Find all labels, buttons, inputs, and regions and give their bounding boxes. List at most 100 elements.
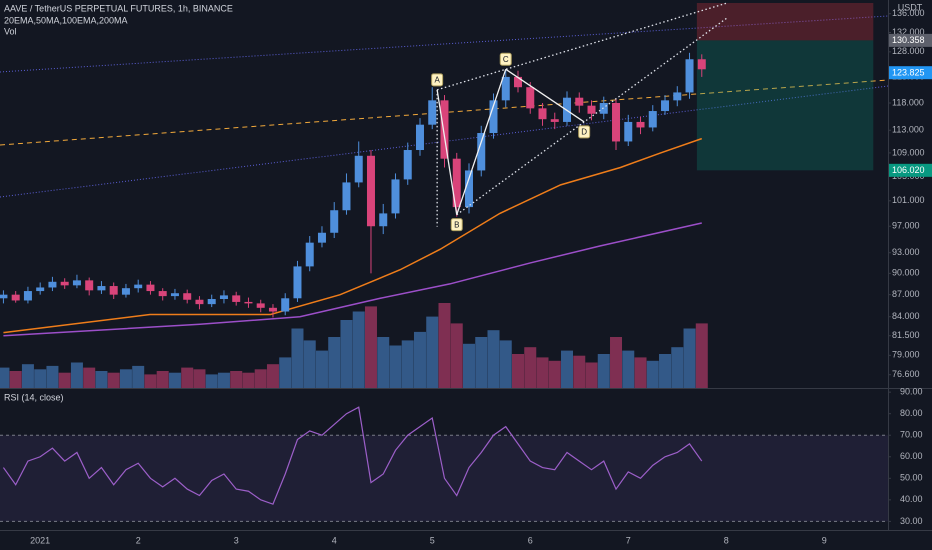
- candle-body: [134, 284, 143, 289]
- candle-body: [501, 76, 510, 101]
- candle-body: [403, 150, 412, 180]
- indicator-label: 20EMA,50MA,100EMA,200MA: [4, 15, 128, 25]
- candle-body: [587, 105, 596, 114]
- y-tick-label: 70.00: [900, 430, 923, 440]
- candle-body: [244, 301, 253, 304]
- y-tick-label: 80.00: [900, 408, 923, 418]
- volume-bar: [328, 337, 341, 388]
- volume-bar: [536, 357, 549, 388]
- y-tick-label: 87.000: [892, 289, 920, 299]
- volume-bar: [119, 369, 132, 388]
- candle-body: [575, 97, 584, 106]
- volume-bar: [610, 337, 623, 388]
- volume-bar: [34, 369, 47, 388]
- volume-bar: [9, 371, 22, 388]
- candle-body: [415, 124, 424, 151]
- volume-bar: [46, 365, 59, 388]
- volume-bar: [450, 323, 463, 388]
- volume-bar: [193, 369, 206, 388]
- volume-bar: [389, 345, 402, 388]
- pattern-point: [499, 52, 512, 66]
- candle-body: [121, 288, 130, 295]
- rsi-title: RSI (14, close): [4, 392, 64, 402]
- candle-body: [514, 76, 522, 88]
- candle-body: [293, 266, 302, 299]
- y-tick-label: 90.00: [900, 387, 923, 397]
- volume-bar: [217, 372, 230, 388]
- volume-bar: [683, 328, 696, 388]
- y-tick-label: 93.000: [892, 247, 920, 257]
- y-tick-label: 79.000: [892, 350, 920, 360]
- price-label-box: [889, 33, 932, 47]
- candle-body: [72, 280, 81, 286]
- volume-bar: [144, 374, 157, 388]
- candle-body: [685, 59, 694, 93]
- volume-bar: [597, 354, 610, 388]
- candle-body: [146, 284, 155, 292]
- volume-bar: [438, 303, 451, 388]
- candle-body: [36, 287, 45, 292]
- candle-body: [281, 298, 290, 312]
- candle-body: [11, 294, 20, 301]
- candle-body: [673, 92, 682, 101]
- candle-body: [428, 100, 437, 125]
- candle-body: [317, 232, 326, 243]
- pattern-label: C: [503, 55, 509, 64]
- candle-body: [158, 291, 167, 297]
- volume-bar: [107, 372, 120, 388]
- candle-body: [452, 158, 461, 208]
- candle-body: [550, 119, 559, 122]
- y-tick-label: 132.000: [892, 27, 925, 37]
- stop-zone: [696, 3, 874, 41]
- candle-body: [538, 108, 547, 120]
- moving-average: [3, 137, 703, 334]
- volume-bar: [205, 374, 218, 388]
- candle-body: [60, 281, 69, 286]
- volume-bar: [291, 328, 304, 388]
- volume-bar: [254, 369, 267, 388]
- y-tick-label: 109.000: [892, 147, 925, 157]
- candle-body: [256, 303, 265, 308]
- candle-body: [648, 111, 657, 128]
- candle-body: [48, 281, 57, 288]
- candle-body: [379, 213, 388, 227]
- volume-bar: [487, 330, 500, 388]
- candle-body: [624, 121, 633, 142]
- volume-bar: [352, 311, 365, 388]
- volume-label: Vol: [4, 26, 17, 36]
- pattern-line: [456, 69, 507, 215]
- x-tick-label: 6: [528, 535, 533, 545]
- volume-bar: [512, 354, 524, 388]
- x-tick-label: 3: [234, 535, 239, 545]
- volume-bar: [413, 331, 426, 388]
- pattern-line: [505, 68, 585, 123]
- chart-title: AAVE / TetherUS PERPETUAL FUTURES, 1h, B…: [4, 3, 233, 13]
- candle-body: [109, 286, 118, 295]
- candle-body: [342, 182, 351, 211]
- volume-bar: [401, 340, 414, 388]
- y-tick-label: 81.500: [892, 330, 920, 340]
- volume-bar: [70, 362, 83, 388]
- volume-bar: [524, 347, 537, 388]
- pattern-label: A: [434, 75, 440, 84]
- volume-bar: [695, 323, 708, 388]
- volume-bar: [548, 360, 561, 388]
- volume-bar: [230, 371, 243, 388]
- price-label: 106.020: [892, 165, 925, 175]
- volume-bar: [671, 347, 684, 388]
- candle-body: [440, 100, 449, 159]
- y-tick-label: 118.000: [892, 97, 924, 107]
- volume-bar: [659, 354, 672, 388]
- pattern-label: B: [454, 220, 459, 229]
- candle-body: [612, 103, 621, 142]
- candle-body: [23, 291, 32, 301]
- volume-bar: [266, 364, 279, 388]
- candle-body: [661, 100, 670, 112]
- volume-bar: [242, 372, 255, 388]
- target-zone: [696, 40, 874, 171]
- pattern-point: [450, 218, 463, 232]
- price-label-box: [889, 163, 932, 177]
- volume-bar: [364, 306, 377, 388]
- rsi-line: [2, 406, 703, 505]
